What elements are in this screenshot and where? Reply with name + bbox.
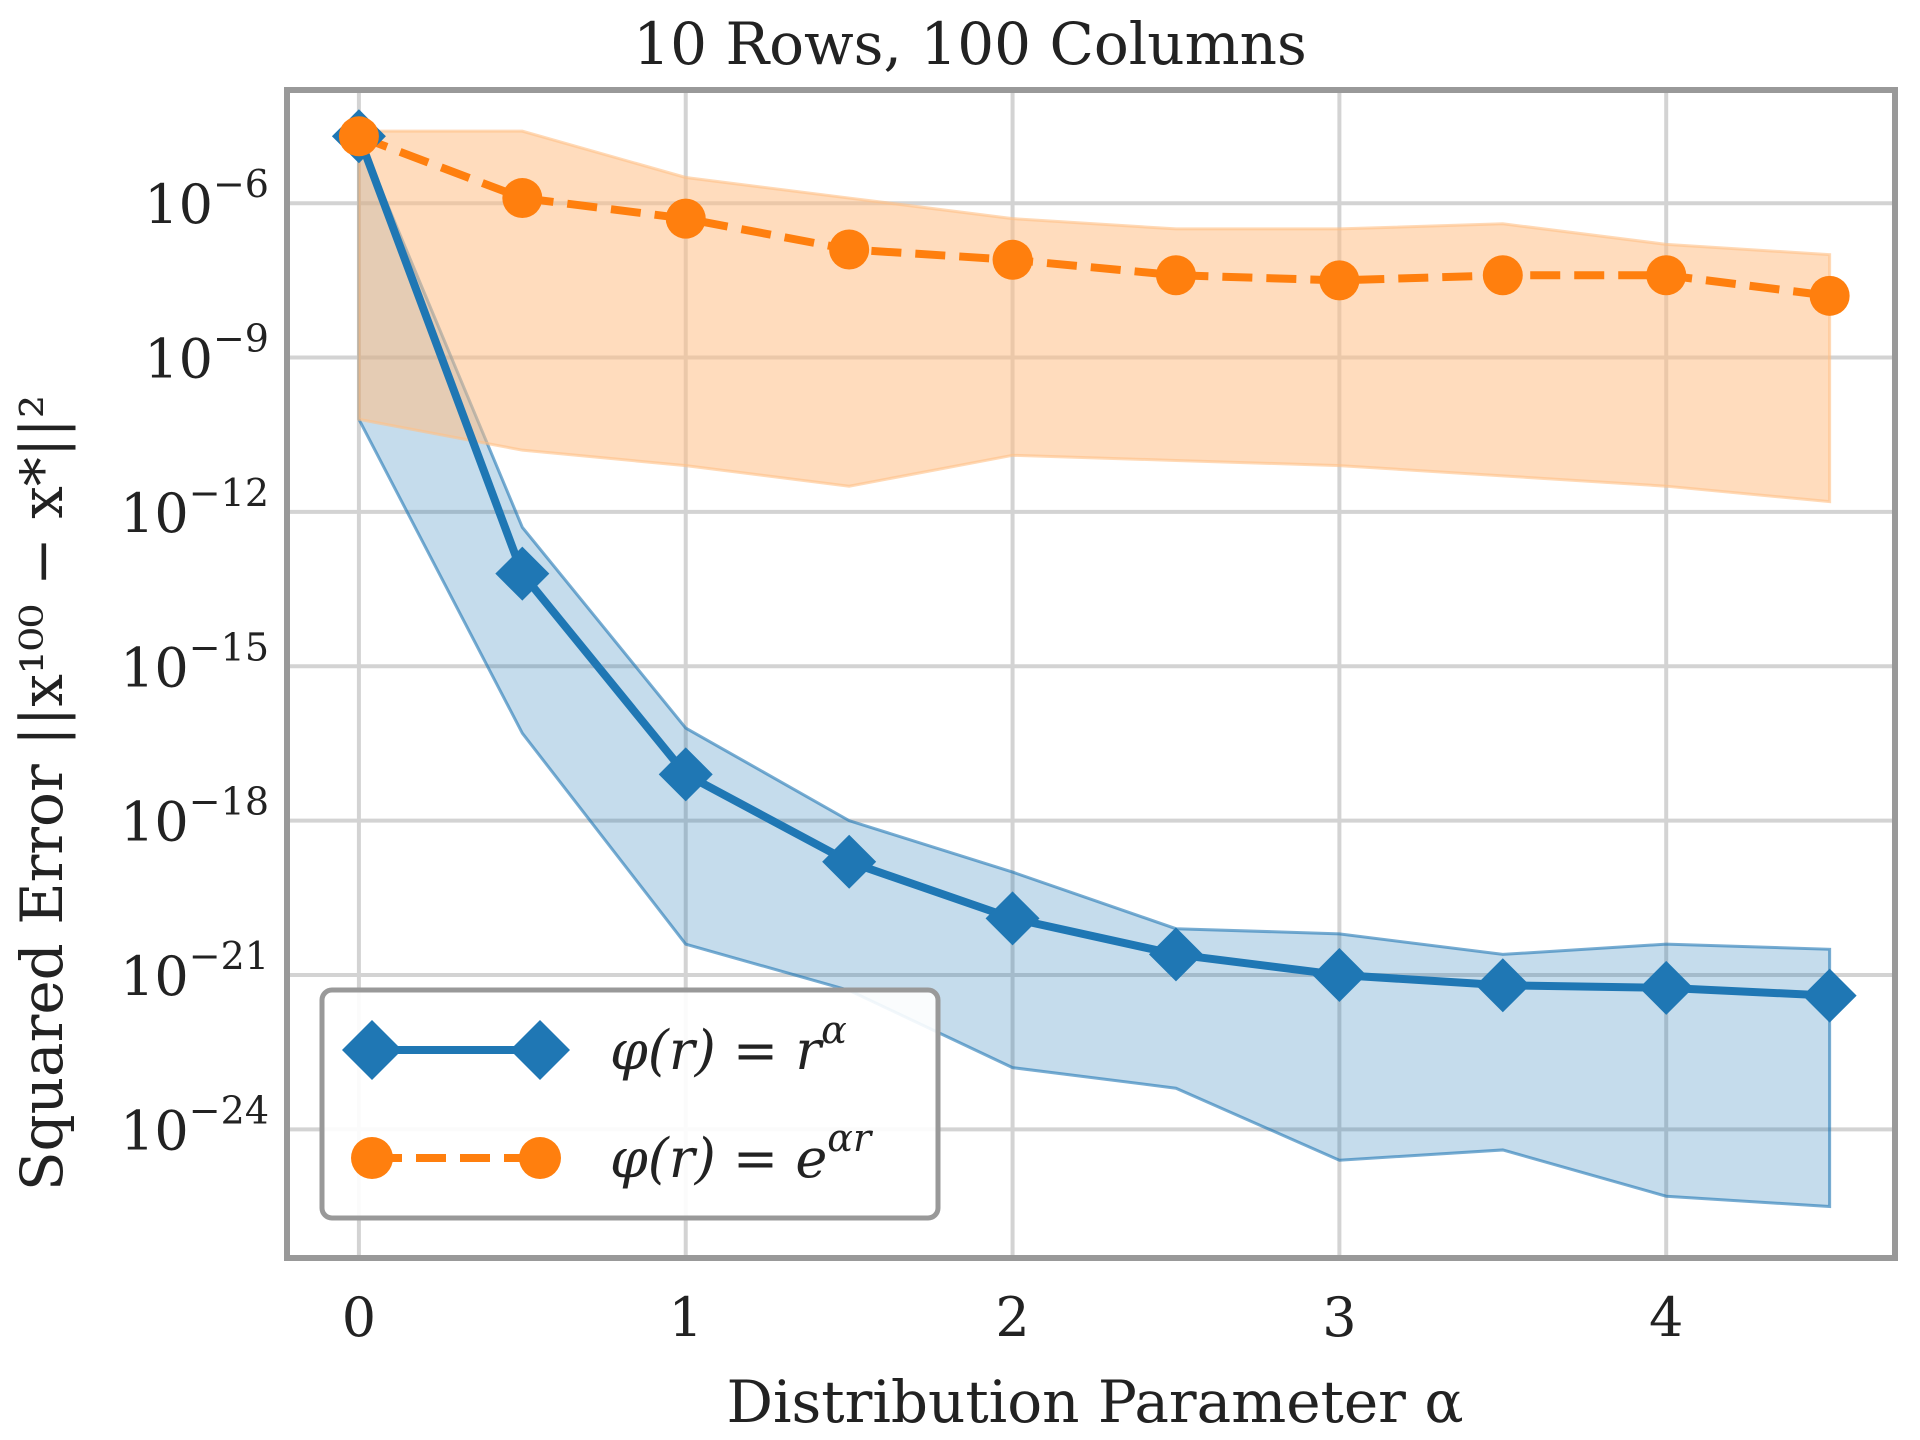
y-tick-label: 10−18 <box>120 780 269 854</box>
series-1-point <box>822 834 877 889</box>
legend[interactable]: φ(r) = rα φ(r) = eαr <box>319 987 941 1221</box>
plot-frame <box>284 87 1898 1261</box>
series-1-point <box>1148 927 1203 982</box>
y-tick-label: 10−12 <box>120 471 269 545</box>
y-tick-label: 10−15 <box>120 625 269 699</box>
series-line-2 <box>357 132 1831 300</box>
y-tick-label: 10−21 <box>120 934 269 1008</box>
series-line-1 <box>355 134 1830 1000</box>
series-1-point <box>1802 968 1857 1023</box>
x-tick-label: 3 <box>1322 1286 1356 1349</box>
legend-marker-1 <box>342 1020 402 1080</box>
series-1-point <box>658 747 713 802</box>
series-2-point <box>829 229 870 270</box>
series-2-point <box>1155 255 1196 296</box>
legend-marker-1 <box>510 1020 570 1080</box>
x-tick-label: 2 <box>995 1286 1029 1349</box>
chart-title: 10 Rows, 100 Columns <box>633 10 1307 78</box>
y-axis: 10−6 10−9 10−12 10−15 10−18 10−21 10−24 <box>120 162 269 1162</box>
series-2-point <box>1646 255 1687 296</box>
x-tick-label: 0 <box>342 1286 376 1349</box>
confidence-band-1 <box>357 135 1832 1209</box>
y-tick-label: 10−6 <box>144 162 269 236</box>
series-2-point <box>1482 255 1523 296</box>
x-tick-label: 4 <box>1649 1286 1683 1349</box>
legend-marker-2 <box>351 1137 393 1179</box>
legend-label-2: φ(r) = eαr <box>610 1116 874 1190</box>
legend-marker-2 <box>519 1137 561 1179</box>
x-axis-label: Distribution Parameter α <box>726 1368 1463 1436</box>
series-2-point <box>992 239 1033 280</box>
series-2-point <box>1809 275 1850 316</box>
series-2-point <box>338 116 379 157</box>
series-1-point <box>1312 948 1367 1003</box>
x-tick-label: 1 <box>669 1286 703 1349</box>
series-1-point <box>495 546 550 601</box>
y-tick-label: 10−24 <box>120 1088 269 1162</box>
y-tick-label: 10−9 <box>144 317 269 391</box>
confidence-band-2 <box>357 129 1832 504</box>
series-2-point <box>502 178 543 219</box>
x-axis: 0 1 2 3 4 <box>342 1286 1684 1349</box>
series-1-point <box>1475 958 1530 1013</box>
series-1-point <box>1639 960 1694 1015</box>
series-2-point <box>665 198 706 239</box>
series-2-point <box>1319 260 1360 301</box>
series-1-point <box>985 891 1040 946</box>
legend-label-1: φ(r) = rα <box>610 1008 847 1082</box>
y-axis-label: Squared Error ||x¹⁰⁰ − x*||² <box>8 395 76 1191</box>
